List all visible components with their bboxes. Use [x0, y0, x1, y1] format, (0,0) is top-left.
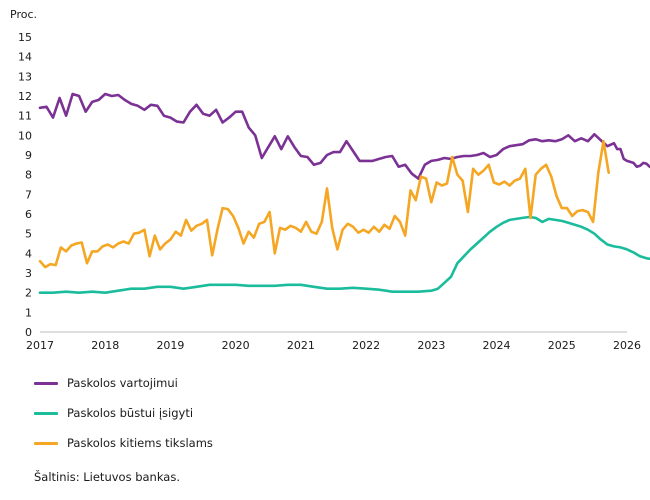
- series-line-housing: [38, 215, 650, 295]
- y-tick-label: 3: [25, 267, 32, 280]
- x-tick-label: 2021: [287, 339, 315, 352]
- source-note: Šaltinis: Lietuvos bankas.: [34, 470, 181, 484]
- y-tick-label: 7: [25, 188, 32, 201]
- legend-swatch-other: [34, 442, 58, 445]
- series-line-consumer: [38, 92, 650, 180]
- y-tick-label: 15: [18, 31, 32, 44]
- x-tick-label: 2020: [222, 339, 250, 352]
- x-tick-label: 2019: [156, 339, 184, 352]
- y-tick-label: 4: [25, 247, 32, 260]
- legend-label-other: Paskolos kitiems tikslams: [67, 436, 213, 450]
- x-tick-label: 2024: [483, 339, 511, 352]
- x-tick-label: 2022: [352, 339, 380, 352]
- y-tick-label: 5: [25, 228, 32, 241]
- y-tick-label: 0: [25, 326, 32, 339]
- x-tick-labels: 2017 2018 2019 2020 2021 2022 2023 2024 2025 2026: [26, 339, 641, 352]
- y-tick-label: 10: [18, 129, 32, 142]
- y-tick-label: 11: [18, 110, 32, 123]
- legend-swatch-housing: [34, 412, 58, 415]
- y-tick-label: 12: [18, 90, 32, 103]
- x-tick-label: 2018: [91, 339, 119, 352]
- y-axis-label: Proc.: [10, 8, 37, 21]
- y-tick-label: 6: [25, 208, 32, 221]
- y-tick-label: 9: [25, 149, 32, 162]
- x-tick-label: 2023: [417, 339, 445, 352]
- x-tick-label: 2026: [613, 339, 641, 352]
- series-line-other: [38, 139, 611, 269]
- x-tick-label: 2017: [26, 339, 54, 352]
- y-tick-label: 1: [25, 306, 32, 319]
- y-tick-label: 13: [18, 70, 32, 83]
- y-tick-label: 8: [25, 169, 32, 182]
- legend-label-consumer: Paskolos vartojimui: [67, 376, 178, 390]
- y-tick-label: 14: [18, 51, 32, 64]
- y-tick-label: 2: [25, 287, 32, 300]
- legend-swatch-consumer: [34, 382, 58, 385]
- x-tick-label: 2025: [548, 339, 576, 352]
- series-lines: [38, 92, 650, 295]
- legend-label-housing: Paskolos būstui įsigyti: [67, 406, 194, 420]
